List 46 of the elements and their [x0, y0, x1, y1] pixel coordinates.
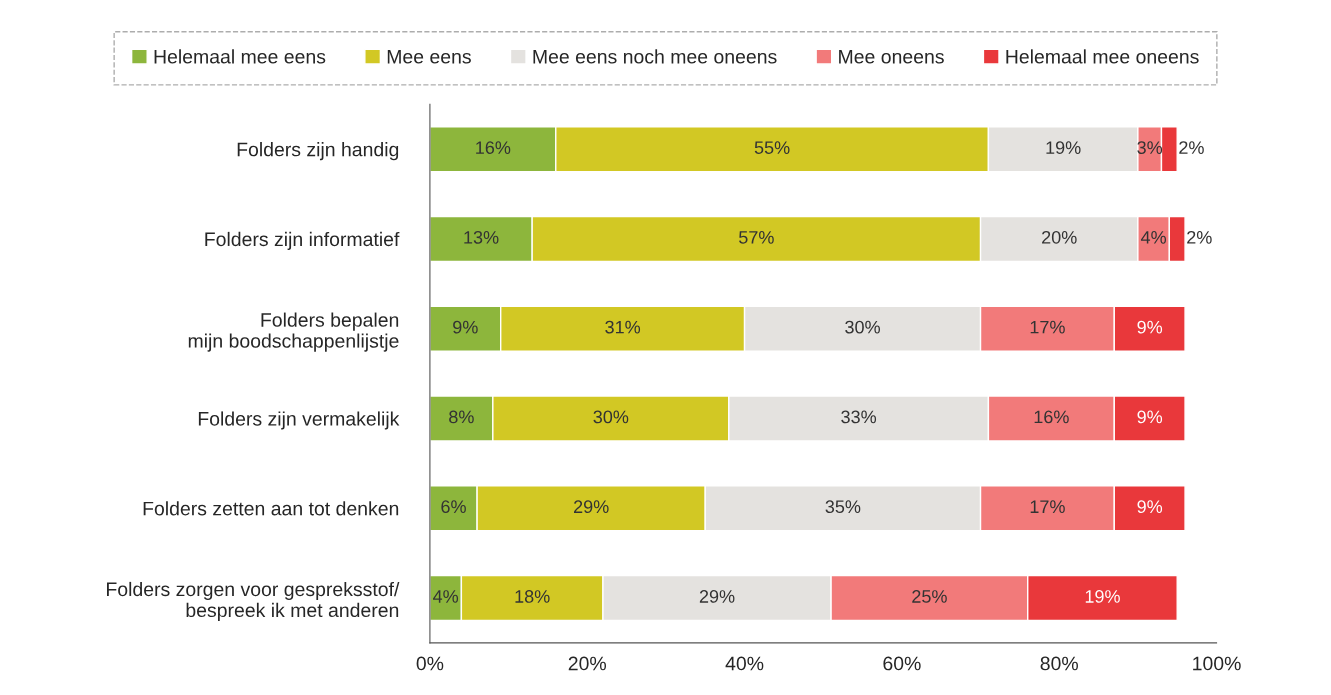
- data-label: 17%: [1030, 500, 1065, 513]
- data-label: 2%: [1187, 230, 1212, 244]
- data-label: 33%: [841, 410, 877, 424]
- data-label: 4%: [1140, 231, 1167, 244]
- y-tick-label: Folders zijn vermakelijk: [198, 411, 400, 430]
- legend-label: Mee eens: [387, 50, 471, 64]
- x-tick-label: 0%: [416, 656, 444, 671]
- data-label: 9%: [1137, 500, 1163, 514]
- y-tick-label: Folders bepalen mijn boodschappenlijstje: [188, 312, 399, 352]
- data-label: 2%: [1179, 141, 1204, 154]
- data-label: 31%: [605, 320, 641, 334]
- x-tick-label: 100%: [1193, 656, 1241, 671]
- data-label: 25%: [912, 590, 947, 603]
- data-label: 30%: [593, 410, 629, 424]
- data-label: 13%: [464, 230, 499, 244]
- data-label: 19%: [1046, 141, 1081, 154]
- y-tick-label: Folders zijn informatief: [205, 231, 400, 250]
- data-label: 16%: [476, 141, 511, 154]
- legend-label: Mee oneens: [839, 50, 944, 64]
- data-label: 8%: [449, 410, 474, 424]
- data-label: 30%: [845, 320, 880, 334]
- x-tick-label: 40%: [725, 656, 764, 671]
- data-label: 6%: [441, 500, 466, 514]
- x-tick-label: 60%: [883, 656, 921, 671]
- legend-label: Helemaal mee oneens: [1006, 49, 1199, 64]
- x-tick-label: 80%: [1040, 656, 1078, 671]
- data-label: 57%: [739, 231, 774, 244]
- legend-label: Mee eens noch mee oneens: [533, 49, 777, 64]
- data-label: 17%: [1030, 320, 1065, 334]
- legend-label: Helemaal mee eens: [154, 49, 326, 64]
- data-label: 29%: [574, 500, 609, 514]
- data-label: 35%: [825, 500, 861, 514]
- data-label: 4%: [433, 590, 459, 603]
- data-label: 19%: [1085, 590, 1120, 603]
- data-label: 20%: [1042, 230, 1077, 244]
- data-label: 9%: [453, 320, 478, 334]
- x-tick-label: 20%: [568, 656, 606, 671]
- data-label: 29%: [699, 590, 735, 603]
- y-tick-label: Folders zorgen voor gespreksstof/ bespreek ik met anderen: [107, 581, 400, 621]
- data-label: 55%: [754, 141, 790, 154]
- data-label: 9%: [1137, 410, 1163, 424]
- y-tick-label: Folders zijn handig: [237, 142, 399, 161]
- data-label: 16%: [1034, 410, 1069, 424]
- y-tick-label: Folders zetten aan tot denken: [143, 501, 399, 516]
- data-label: 18%: [515, 590, 550, 603]
- data-label: 9%: [1137, 320, 1163, 334]
